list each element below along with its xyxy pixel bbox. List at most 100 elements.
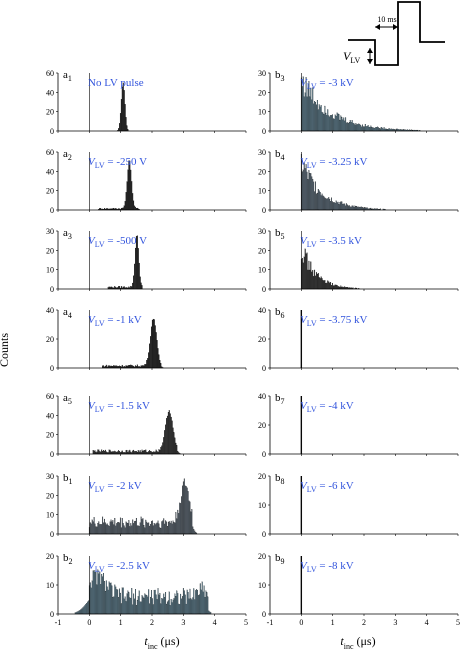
histogram-bar [98, 521, 100, 535]
histogram-bar [324, 280, 326, 290]
histogram-bar [143, 597, 145, 615]
histogram-bar [135, 605, 137, 615]
y-tick-label: 30 [258, 227, 266, 236]
histogram-bar [139, 522, 141, 535]
histogram-bar [177, 450, 179, 455]
histogram-bar [149, 343, 151, 369]
histogram-bar [94, 450, 96, 455]
histogram-bar [182, 481, 184, 535]
histogram-bar [302, 262, 304, 290]
panel-annotation: VLV = -3.5 kV [300, 235, 362, 249]
panel-index: 5 [281, 232, 285, 241]
histogram-bars [300, 248, 360, 290]
time-label: 10 ms [377, 15, 396, 24]
histogram-bar [138, 262, 140, 290]
histogram-bar [310, 87, 312, 132]
histogram-bar [191, 509, 193, 535]
histogram-bar [189, 588, 191, 615]
histogram-bar [90, 587, 92, 615]
histogram-bar [346, 122, 348, 132]
y-tick-label: 40 [258, 306, 266, 315]
x-tick-label: 4 [213, 618, 217, 627]
histogram-bar [152, 604, 154, 615]
histogram-bar [132, 519, 134, 535]
histogram-bar [109, 582, 111, 615]
panel-annotation: VLV = -3.25 kV [300, 156, 368, 170]
panel-annotation: No LV pulse [88, 77, 144, 89]
panel-label: b6 [275, 306, 285, 320]
y-tick-label: 30 [46, 472, 54, 481]
histogram-bar [91, 580, 93, 615]
histogram-bar [106, 586, 108, 615]
histogram-bar [383, 127, 385, 132]
histogram-bar [108, 581, 110, 615]
histogram-bar [119, 592, 121, 615]
histogram-bar [141, 595, 143, 615]
voltage-arrow-head-down [367, 59, 373, 64]
y-tick-label: 40 [46, 167, 54, 176]
histogram-panel: 0 10 20 b8 VLV = -6 kV [258, 472, 459, 539]
histogram-bar [101, 449, 103, 455]
histogram-bar [303, 96, 305, 132]
annotation-sub: LV [307, 565, 317, 574]
histogram-panel: 0 10 20 30 b1 VLV = -2 kV [46, 472, 247, 539]
histogram-bar [353, 123, 355, 132]
histogram-bar [204, 596, 206, 615]
y-tick-label: 20 [46, 335, 54, 344]
y-tick-label: 0 [50, 530, 54, 539]
histogram-bar [187, 491, 189, 535]
histogram-bar [170, 599, 172, 615]
histogram-bar [90, 523, 92, 535]
histogram-bar [330, 115, 332, 132]
histogram-bar [315, 275, 316, 290]
histogram-bar [333, 118, 335, 132]
histogram-bar [144, 364, 146, 369]
histogram-bar [353, 206, 355, 211]
histogram-bar [137, 596, 139, 615]
histogram-bar [125, 117, 127, 132]
histogram-bar [103, 450, 105, 455]
histogram-bar [305, 253, 307, 290]
histogram-bar [120, 286, 122, 290]
histogram-bar [343, 203, 345, 211]
histogram-bar [127, 590, 129, 615]
histogram-bar [173, 522, 175, 535]
histogram-bar [116, 523, 118, 535]
histogram-bar [118, 450, 120, 455]
histogram-bar [159, 449, 161, 455]
histogram-bar [336, 285, 338, 290]
panel-annotation: VLV = -500 V [88, 235, 147, 249]
histogram-bar [173, 432, 175, 455]
histogram-bar [171, 602, 173, 615]
histogram-bar [188, 598, 190, 615]
panel-annotation: VLV = -250 V [88, 156, 147, 170]
histogram-bar [135, 589, 136, 615]
histogram-bar [112, 520, 114, 535]
histogram-bar [323, 280, 325, 290]
histogram-bar [78, 610, 80, 615]
histogram-bar [362, 126, 364, 132]
histogram-bar [189, 501, 191, 535]
histogram-bar [304, 248, 306, 290]
histogram-bar [145, 519, 147, 535]
histogram-bar [105, 580, 107, 615]
histogram-bar [101, 574, 103, 615]
histogram-bar [84, 605, 86, 615]
histogram-bar [347, 204, 348, 211]
histogram-bar [200, 589, 202, 615]
panel-annotation: VLV = -6 kV [300, 480, 354, 494]
histogram-bar [352, 122, 354, 132]
histogram-bar [315, 181, 316, 211]
histogram-bar [180, 593, 182, 615]
y-tick-label: 20 [46, 491, 54, 500]
y-tick-label: 60 [46, 69, 54, 78]
histogram-bar [150, 451, 151, 455]
histogram-bar [344, 120, 346, 132]
histogram-bar [113, 365, 115, 369]
histogram-bar [314, 269, 316, 290]
histogram-bar [87, 601, 89, 615]
histogram-bar [202, 591, 204, 615]
histogram-bar [378, 127, 379, 132]
histogram-bar [348, 122, 350, 132]
panel-index: 9 [281, 557, 285, 566]
